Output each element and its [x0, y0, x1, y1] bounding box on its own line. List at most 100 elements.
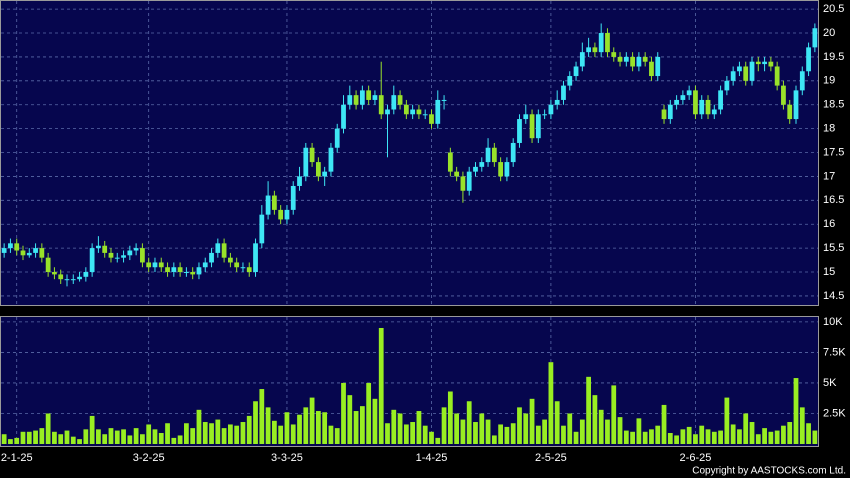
y-tick-label: 15.5 [823, 242, 844, 254]
candle-body [322, 171, 328, 177]
y-tick-label: 17 [823, 170, 835, 182]
candle-body [221, 243, 227, 258]
volume-bar [510, 423, 516, 444]
candle-body [416, 109, 422, 115]
volume-bar [479, 413, 485, 444]
volume-bar [466, 401, 472, 444]
candle-body [14, 243, 20, 251]
candle-body [567, 76, 573, 86]
y-tick-label: 17.5 [823, 146, 844, 158]
candle-body [303, 147, 309, 177]
volume-bar [535, 425, 541, 444]
volume-bar [711, 431, 717, 444]
volume-bar [372, 398, 378, 444]
y-tick-label: 16.5 [823, 194, 844, 206]
volume-bar [460, 419, 466, 444]
x-tick-label: 3-2-25 [133, 452, 165, 464]
volume-bar [284, 412, 290, 444]
volume-bar [491, 435, 497, 444]
volume-bar [209, 423, 214, 444]
candle-body [485, 147, 491, 163]
candle-body [435, 99, 441, 124]
candle-body [77, 276, 82, 280]
candle-body [397, 95, 403, 105]
volume-bar [749, 422, 755, 444]
volume-bar [737, 429, 742, 444]
volume-bar [781, 425, 786, 444]
y-tick-label: 5K [823, 377, 837, 389]
candle-body [45, 257, 51, 273]
candle-body [209, 252, 214, 263]
volume-bar [45, 413, 51, 444]
candle-body [623, 56, 629, 62]
candle-body [278, 209, 284, 220]
candle-body [190, 272, 196, 275]
candle-body [108, 252, 114, 258]
y-tick-label: 18 [823, 123, 835, 135]
candle-body [441, 99, 447, 101]
volume-bar [322, 412, 328, 444]
candle-body [473, 166, 478, 172]
candle-body [271, 195, 277, 210]
candle-body [52, 272, 57, 275]
candle-body [177, 267, 183, 273]
x-tick-label: 3-3-25 [271, 452, 303, 464]
candle-body [649, 61, 654, 77]
volume-bar [20, 431, 26, 444]
volume-bar [554, 401, 560, 444]
volume-bar [184, 423, 189, 444]
candle-body [674, 99, 679, 105]
volume-bar [579, 419, 585, 444]
candle-body [33, 248, 38, 253]
volume-bar [730, 424, 736, 444]
volume-bar [529, 398, 535, 444]
candle-body [20, 250, 26, 256]
candle-body [158, 262, 164, 268]
x-tick-label: 1-4-25 [416, 452, 448, 464]
volume-bar [806, 423, 811, 444]
volume-bar [441, 407, 447, 444]
y-tick-label: 20.5 [823, 3, 844, 15]
candle-body [693, 90, 698, 115]
volume-bar [623, 430, 629, 444]
candle-body [605, 33, 610, 53]
volume-bar [315, 411, 321, 444]
candle-body [315, 162, 321, 177]
volume-bar [611, 385, 617, 444]
candle-body [83, 272, 89, 277]
volume-bar [221, 428, 227, 444]
candle-body [655, 56, 661, 77]
candle-body [806, 47, 811, 72]
candle-body [768, 61, 774, 67]
candle-body [410, 109, 416, 115]
volume-bar [649, 429, 654, 444]
candle-body [460, 176, 466, 191]
volume-bar [253, 401, 258, 444]
candle-body [215, 243, 221, 253]
y-tick-label: 2.5K [823, 407, 846, 419]
volume-bar [680, 429, 686, 444]
candle-body [699, 99, 705, 115]
candle-body [341, 104, 346, 129]
candle-body [284, 209, 290, 220]
volume-bar [334, 428, 340, 444]
candle-body [353, 95, 359, 105]
volume-bar [447, 391, 453, 444]
volume-bar [705, 429, 711, 444]
volume-bar [642, 431, 648, 444]
volume-bar [755, 434, 761, 444]
volume-bar [605, 419, 610, 444]
candle-body [592, 47, 598, 53]
volume-bar [661, 404, 667, 444]
volume-bar [102, 434, 108, 444]
volume-bar [234, 425, 240, 444]
volume-bar [812, 430, 818, 444]
volume-bar [271, 420, 277, 444]
volume-bar [561, 425, 566, 444]
candle-body [774, 66, 780, 86]
candle-body [510, 142, 516, 163]
candle-body [466, 171, 472, 191]
candle-body [686, 90, 692, 96]
volume-bar [83, 429, 89, 444]
